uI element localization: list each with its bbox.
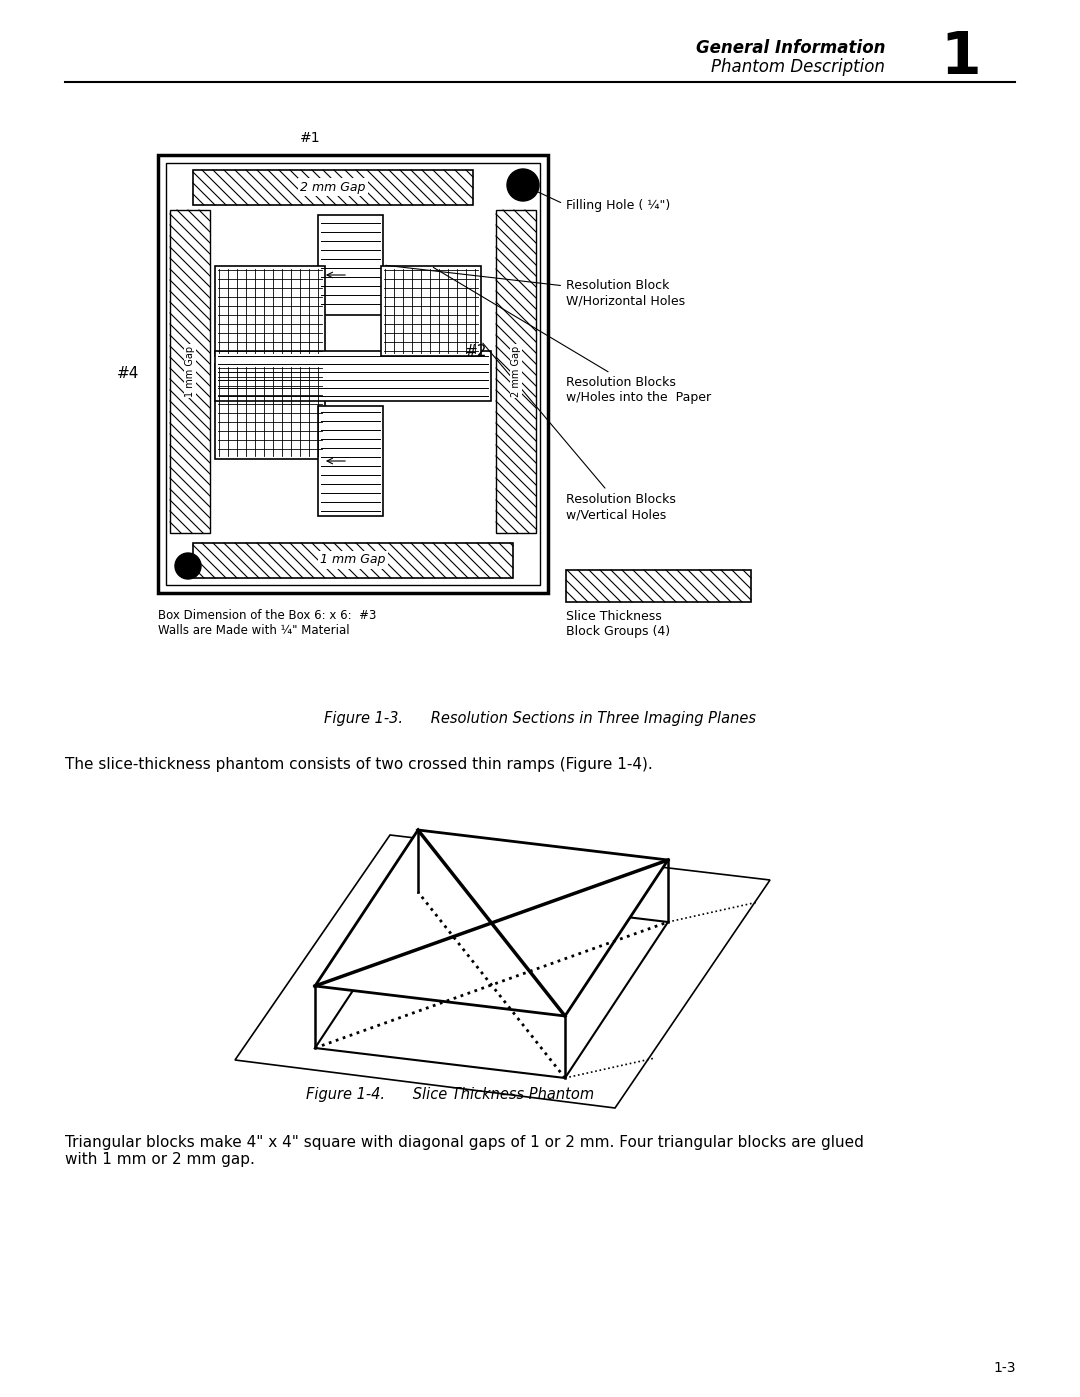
Text: 2 mm Gap: 2 mm Gap	[511, 345, 521, 397]
Text: Filling Hole ( ¼"): Filling Hole ( ¼")	[526, 186, 671, 211]
Bar	[215, 265, 325, 356]
Text: The slice-thickness phantom consists of two crossed thin ramps (Figure 1-4).: The slice-thickness phantom consists of …	[65, 757, 652, 773]
Text: 2 mm Gap: 2 mm Gap	[300, 180, 366, 194]
Circle shape	[507, 169, 539, 201]
Bar	[318, 215, 383, 314]
Text: 1-3: 1-3	[994, 1361, 1016, 1375]
Polygon shape	[235, 835, 770, 1108]
Bar	[566, 570, 751, 602]
Polygon shape	[315, 893, 669, 1078]
Text: Resolution Blocks
w/Holes into the  Paper: Resolution Blocks w/Holes into the Paper	[433, 267, 711, 404]
Text: Box Dimension of the Box 6: x 6:  #3
Walls are Made with ¼" Material: Box Dimension of the Box 6: x 6: #3 Wall…	[158, 609, 376, 637]
Bar	[166, 163, 540, 585]
Bar	[381, 265, 481, 356]
Bar	[318, 407, 383, 515]
Bar	[158, 155, 548, 592]
Text: Resolution Blocks
w/Vertical Holes: Resolution Blocks w/Vertical Holes	[483, 344, 676, 521]
Text: General Information: General Information	[696, 39, 885, 57]
Text: Slice Thickness
Block Groups (4): Slice Thickness Block Groups (4)	[566, 610, 670, 638]
Bar	[496, 210, 536, 534]
Text: 1 mm Gap: 1 mm Gap	[321, 553, 386, 567]
Bar	[193, 543, 513, 578]
Text: Figure 1-3.      Resolution Sections in Three Imaging Planes: Figure 1-3. Resolution Sections in Three…	[324, 711, 756, 725]
Text: Triangular blocks make 4" x 4" square with diagonal gaps of 1 or 2 mm. Four tria: Triangular blocks make 4" x 4" square wi…	[65, 1134, 864, 1168]
Text: #1: #1	[299, 131, 321, 145]
Text: #4: #4	[117, 366, 139, 381]
Bar	[170, 210, 210, 534]
Text: Figure 1-4.      Slice Thickness Phantom: Figure 1-4. Slice Thickness Phantom	[306, 1087, 594, 1102]
Polygon shape	[315, 830, 669, 1016]
Circle shape	[175, 553, 201, 578]
Text: 1 mm Gap: 1 mm Gap	[185, 345, 195, 397]
Text: Phantom Description: Phantom Description	[711, 59, 885, 75]
Bar	[193, 170, 473, 205]
Text: 1: 1	[940, 28, 981, 85]
Text: #2: #2	[464, 344, 487, 359]
Bar	[215, 365, 325, 460]
Text: Resolution Block
W/Horizontal Holes: Resolution Block W/Horizontal Holes	[386, 265, 685, 307]
Bar	[215, 351, 491, 401]
